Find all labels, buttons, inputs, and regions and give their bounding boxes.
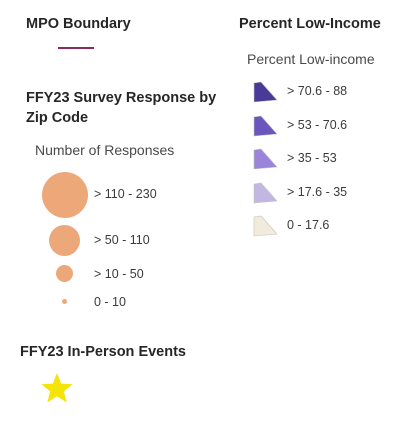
mpo-boundary-line-swatch xyxy=(58,47,94,49)
income-swatch-5 xyxy=(253,215,279,237)
survey-subtitle: Number of Responses xyxy=(35,142,175,158)
income-swatch-2 xyxy=(253,115,279,137)
income-class-label: > 70.6 - 88 xyxy=(287,84,348,98)
survey-title: FFY23 Survey Response by Zip Code xyxy=(26,88,216,128)
response-class-label: > 110 - 230 xyxy=(94,187,157,201)
star-icon xyxy=(40,372,74,410)
response-circle-large xyxy=(42,172,88,218)
income-class-label: 0 - 17.6 xyxy=(287,218,330,232)
response-class-label: > 10 - 50 xyxy=(94,267,144,281)
income-swatch-1 xyxy=(253,81,279,103)
response-circle-medium xyxy=(49,225,80,256)
response-circle-small xyxy=(56,265,73,282)
response-class-label: > 50 - 110 xyxy=(94,233,150,247)
events-title: FFY23 In-Person Events xyxy=(20,344,186,360)
income-swatch-4 xyxy=(253,182,279,204)
income-class-label: > 53 - 70.6 xyxy=(287,118,348,132)
income-subtitle: Percent Low-income xyxy=(247,51,375,67)
income-title: Percent Low-Income xyxy=(239,16,381,32)
survey-title-line1: FFY23 Survey Response by xyxy=(26,90,217,106)
response-class-label: 0 - 10 xyxy=(94,295,126,309)
income-swatch-3 xyxy=(253,148,279,170)
income-class-label: > 35 - 53 xyxy=(287,151,337,165)
response-circle-tiny xyxy=(62,299,67,304)
survey-title-line2: Zip Code xyxy=(26,110,89,126)
income-class-label: > 17.6 - 35 xyxy=(287,185,348,199)
mpo-boundary-title: MPO Boundary xyxy=(26,16,131,32)
